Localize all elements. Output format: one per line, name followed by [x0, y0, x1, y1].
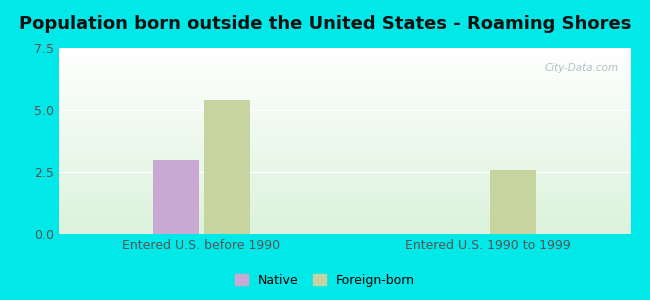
Legend: Native, Foreign-born: Native, Foreign-born	[231, 270, 419, 291]
Text: City-Data.com: City-Data.com	[545, 63, 619, 73]
Bar	[490, 169, 536, 234]
Bar	[153, 160, 199, 234]
Text: Population born outside the United States - Roaming Shores: Population born outside the United State…	[19, 15, 631, 33]
Bar	[204, 100, 250, 234]
